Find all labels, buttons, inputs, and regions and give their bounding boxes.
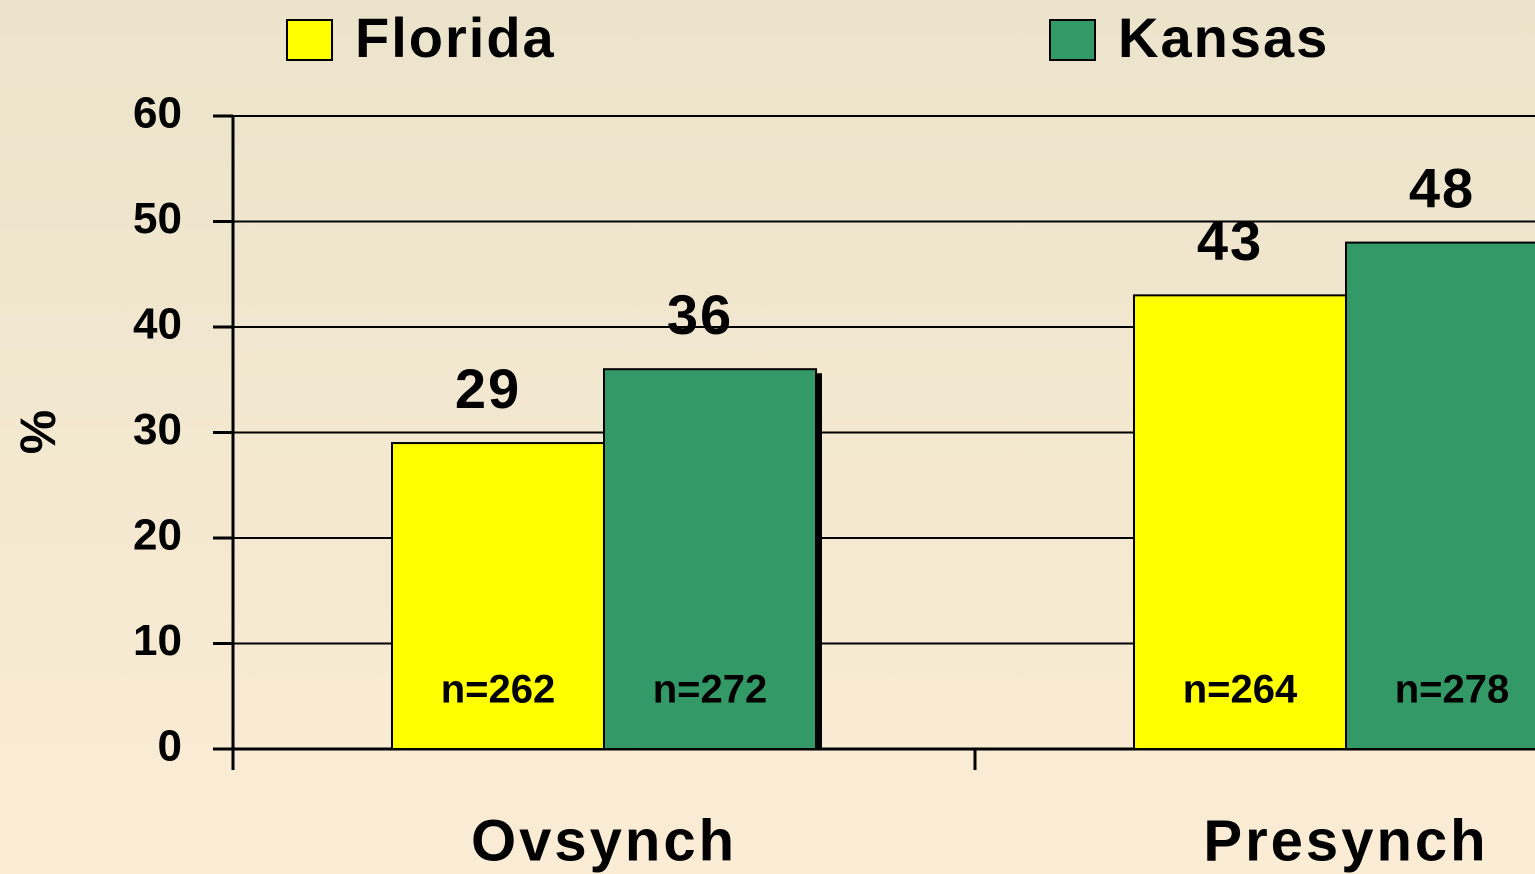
legend-label: Florida xyxy=(355,6,556,69)
x-tick-label: Ovsynch xyxy=(471,808,737,873)
legend-swatch xyxy=(286,19,333,61)
y-tick-label: 20 xyxy=(133,511,182,560)
y-tick-label: 0 xyxy=(158,722,182,771)
y-tick-label: 60 xyxy=(133,89,182,138)
x-tick-label: Presynch xyxy=(1203,808,1488,873)
y-tick-label: 30 xyxy=(133,405,182,454)
y-tick-label: 40 xyxy=(133,300,182,349)
value-label: 36 xyxy=(667,283,733,346)
y-axis-label: % xyxy=(10,410,66,454)
bar xyxy=(1133,294,1347,750)
value-label: 48 xyxy=(1409,156,1475,219)
y-tick-label: 10 xyxy=(133,616,182,665)
legend-swatch xyxy=(1049,19,1096,61)
bar xyxy=(391,442,605,750)
n-label: n=264 xyxy=(1183,668,1298,712)
n-label: n=272 xyxy=(653,668,768,712)
legend-label: Kansas xyxy=(1118,6,1329,69)
n-label: n=278 xyxy=(1395,668,1510,712)
value-label: 29 xyxy=(455,357,521,420)
bar xyxy=(1345,241,1535,750)
bar xyxy=(603,368,817,750)
n-label: n=262 xyxy=(441,668,556,712)
value-label: 43 xyxy=(1197,209,1263,272)
y-tick-label: 50 xyxy=(133,194,182,243)
bar-shadow xyxy=(816,373,822,749)
